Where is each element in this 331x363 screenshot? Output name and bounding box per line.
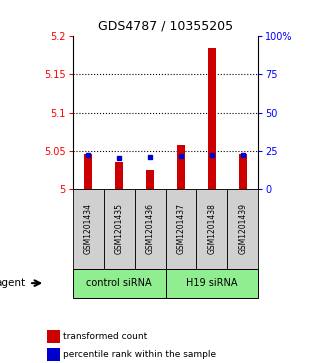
Bar xyxy=(146,170,154,189)
Bar xyxy=(73,189,104,269)
Bar xyxy=(166,189,196,269)
Bar xyxy=(227,189,258,269)
Bar xyxy=(239,154,247,189)
Bar xyxy=(47,330,60,343)
Bar xyxy=(47,348,60,361)
Title: GDS4787 / 10355205: GDS4787 / 10355205 xyxy=(98,19,233,32)
Text: percentile rank within the sample: percentile rank within the sample xyxy=(63,350,216,359)
Bar xyxy=(196,189,227,269)
Text: H19 siRNA: H19 siRNA xyxy=(186,278,238,288)
Bar xyxy=(135,189,166,269)
Text: GSM1201436: GSM1201436 xyxy=(146,203,155,254)
Text: agent: agent xyxy=(0,278,25,288)
Bar xyxy=(84,154,92,189)
Text: GSM1201435: GSM1201435 xyxy=(115,203,124,254)
Bar xyxy=(177,145,185,189)
Bar xyxy=(115,162,123,189)
Bar xyxy=(104,189,135,269)
Text: control siRNA: control siRNA xyxy=(86,278,152,288)
Text: GSM1201434: GSM1201434 xyxy=(84,203,93,254)
Bar xyxy=(166,269,258,298)
Bar xyxy=(208,48,216,189)
Text: GSM1201437: GSM1201437 xyxy=(176,203,185,254)
Text: GSM1201438: GSM1201438 xyxy=(207,203,216,254)
Text: transformed count: transformed count xyxy=(63,332,148,341)
Text: GSM1201439: GSM1201439 xyxy=(238,203,247,254)
Bar xyxy=(73,269,166,298)
